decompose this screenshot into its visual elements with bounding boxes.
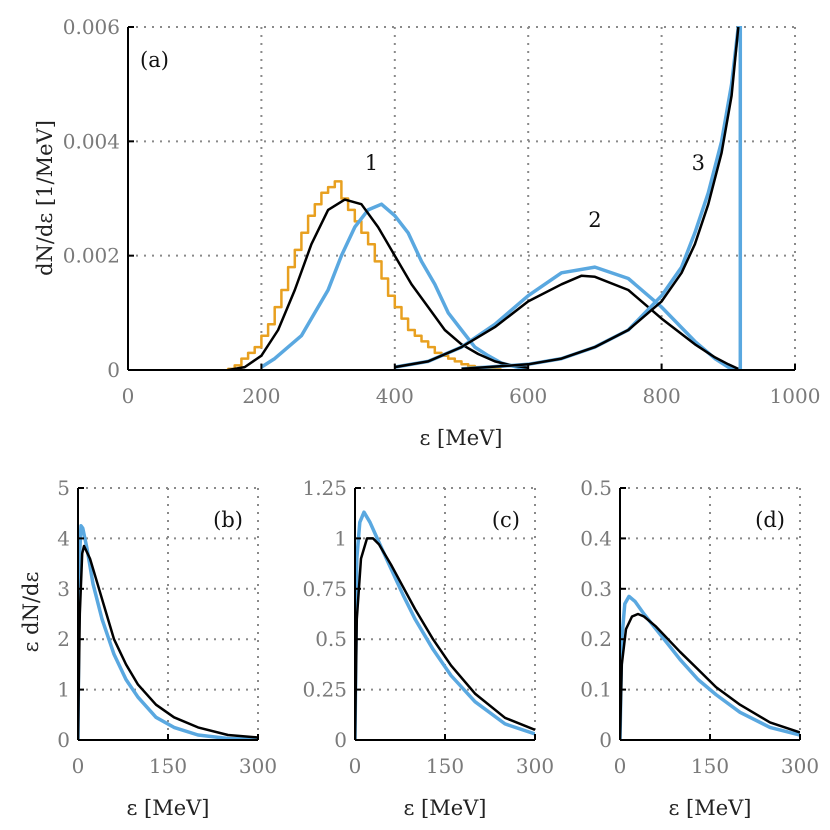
- panel-b: 0 150 300 0 1 2 3 4 5 ε [MeV] ε dN/dε (b): [19, 476, 277, 820]
- y-tick-label: 0.1: [580, 678, 612, 702]
- curve-annotation: 3: [692, 151, 705, 175]
- panel-label: (d): [755, 508, 785, 532]
- curve-annotation: 2: [588, 208, 601, 232]
- panel-label: (c): [492, 508, 520, 532]
- x-tick-label: 800: [643, 384, 681, 408]
- y-tick-label: 0.006: [63, 15, 120, 39]
- y-tick-label: 0.002: [63, 244, 120, 268]
- x-axis-label: ε [MeV]: [126, 796, 209, 820]
- panel-label: (a): [140, 48, 169, 72]
- y-tick-label: 0: [107, 358, 120, 382]
- y-tick-label: 0.3: [580, 577, 612, 601]
- series-fit: [78, 544, 258, 740]
- y-tick-label: 0.5: [315, 627, 347, 651]
- y-tick-label: 0.75: [302, 577, 347, 601]
- y-tick-label: 0.5: [580, 476, 612, 500]
- y-tick-label: 0: [334, 728, 347, 752]
- x-tick-label: 400: [376, 384, 414, 408]
- panel-a: 0 200 400 600 800 1000 0 0.002 0.004 0.006 ε [MeV]…: [33, 15, 820, 450]
- y-tick-label: 5: [57, 476, 70, 500]
- x-axis-label: ε [MeV]: [668, 796, 751, 820]
- x-tick-label: 200: [242, 384, 280, 408]
- x-tick-label: 150: [426, 754, 464, 778]
- series-simulation-1: [260, 202, 529, 370]
- y-tick-label: 1: [334, 526, 347, 550]
- x-tick-label: 150: [691, 754, 729, 778]
- panel-label: (b): [213, 508, 243, 532]
- y-tick-label: 0: [57, 728, 70, 752]
- panel-d: 0 150 300 0 0.1 0.2 0.3 0.4 0.5 ε [MeV] (d): [580, 476, 819, 820]
- x-tick-label: 1000: [770, 384, 821, 408]
- series-fit-2: [394, 274, 739, 370]
- y-tick-label: 4: [57, 526, 70, 550]
- x-tick-label: 0: [349, 754, 362, 778]
- y-axis-label: ε dN/dε: [19, 572, 43, 653]
- series-fit-1: [227, 198, 529, 370]
- x-tick-label: 150: [149, 754, 187, 778]
- y-tick-label: 0.2: [580, 627, 612, 651]
- series-simulation: [355, 510, 535, 740]
- x-tick-label: 0: [122, 384, 135, 408]
- series-fit-3: [461, 26, 740, 370]
- x-tick-label: 300: [239, 754, 277, 778]
- x-tick-label: 0: [72, 754, 85, 778]
- series-simulation: [78, 524, 258, 740]
- x-tick-label: 300: [781, 754, 819, 778]
- y-tick-label: 0.004: [63, 129, 120, 153]
- x-tick-label: 300: [516, 754, 554, 778]
- y-tick-label: 0.25: [302, 678, 347, 702]
- y-tick-label: 1: [57, 678, 70, 702]
- y-tick-label: 2: [57, 627, 70, 651]
- y-axis-label: dN/dε [1/MeV]: [33, 120, 57, 276]
- y-tick-label: 3: [57, 577, 70, 601]
- y-tick-label: 1.25: [302, 476, 347, 500]
- curve-annotation: 1: [365, 151, 378, 175]
- y-tick-label: 0.4: [580, 526, 612, 550]
- x-axis-label: ε [MeV]: [419, 426, 502, 450]
- x-tick-label: 0: [614, 754, 627, 778]
- series-fit: [620, 612, 800, 740]
- x-tick-label: 600: [509, 384, 547, 408]
- series-simulation: [620, 594, 800, 740]
- x-axis-label: ε [MeV]: [403, 796, 486, 820]
- series-histogram: [226, 180, 502, 370]
- y-tick-label: 0: [599, 728, 612, 752]
- panel-c: 0 150 300 0 0.25 0.5 0.75 1 1.25 ε [MeV] (c): [302, 476, 554, 820]
- series-fit: [355, 537, 535, 740]
